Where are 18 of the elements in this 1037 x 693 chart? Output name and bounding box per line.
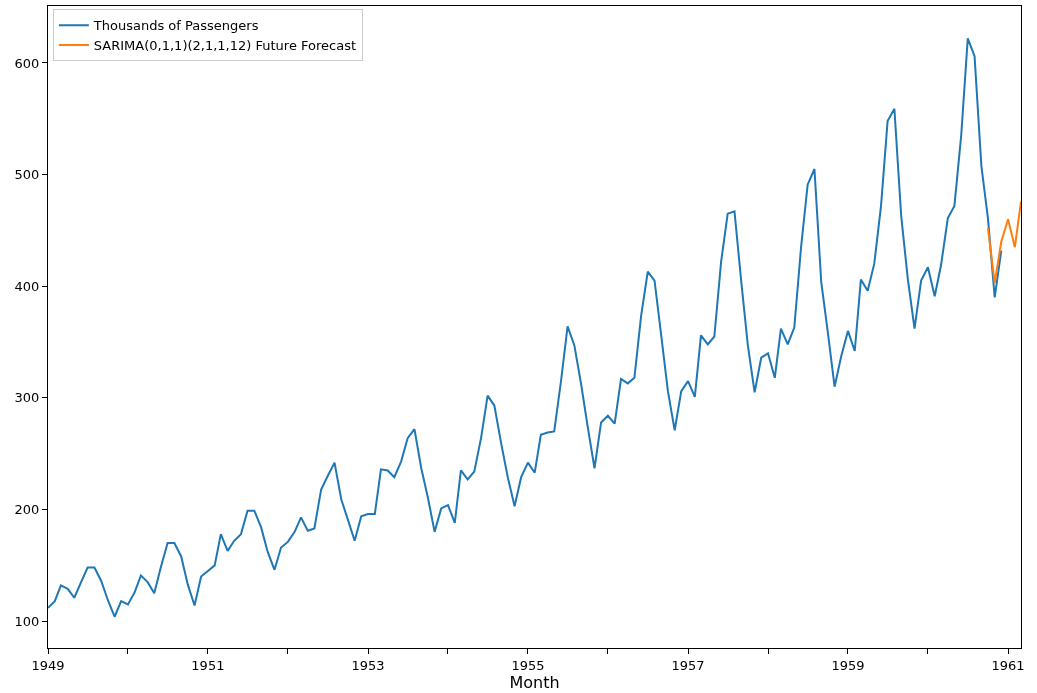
line-series [48,37,1003,618]
x-tick-label: 1951 [191,657,225,673]
x-axis-title: Month [509,672,560,692]
legend-label: SARIMA(0,1,1)(2,1,1,12) Future Forecast [93,38,357,54]
legend-label: Thousands of Passengers [92,18,259,34]
x-tick-label: 1953 [351,657,385,673]
x-tick-label: 1961 [991,657,1025,673]
y-tick-label: 300 [14,390,40,406]
y-tick-label: 100 [14,613,40,629]
line-series [986,200,1021,284]
y-tick-label: 400 [14,278,40,294]
y-tick-label: 600 [14,55,40,71]
x-tick-label: 1955 [511,657,545,673]
x-tick-label: 1957 [671,657,705,673]
x-tick-label: 1949 [31,657,65,673]
x-tick-label: 1959 [831,657,865,673]
y-tick-label: 200 [14,502,40,518]
y-tick-label: 500 [14,167,40,183]
